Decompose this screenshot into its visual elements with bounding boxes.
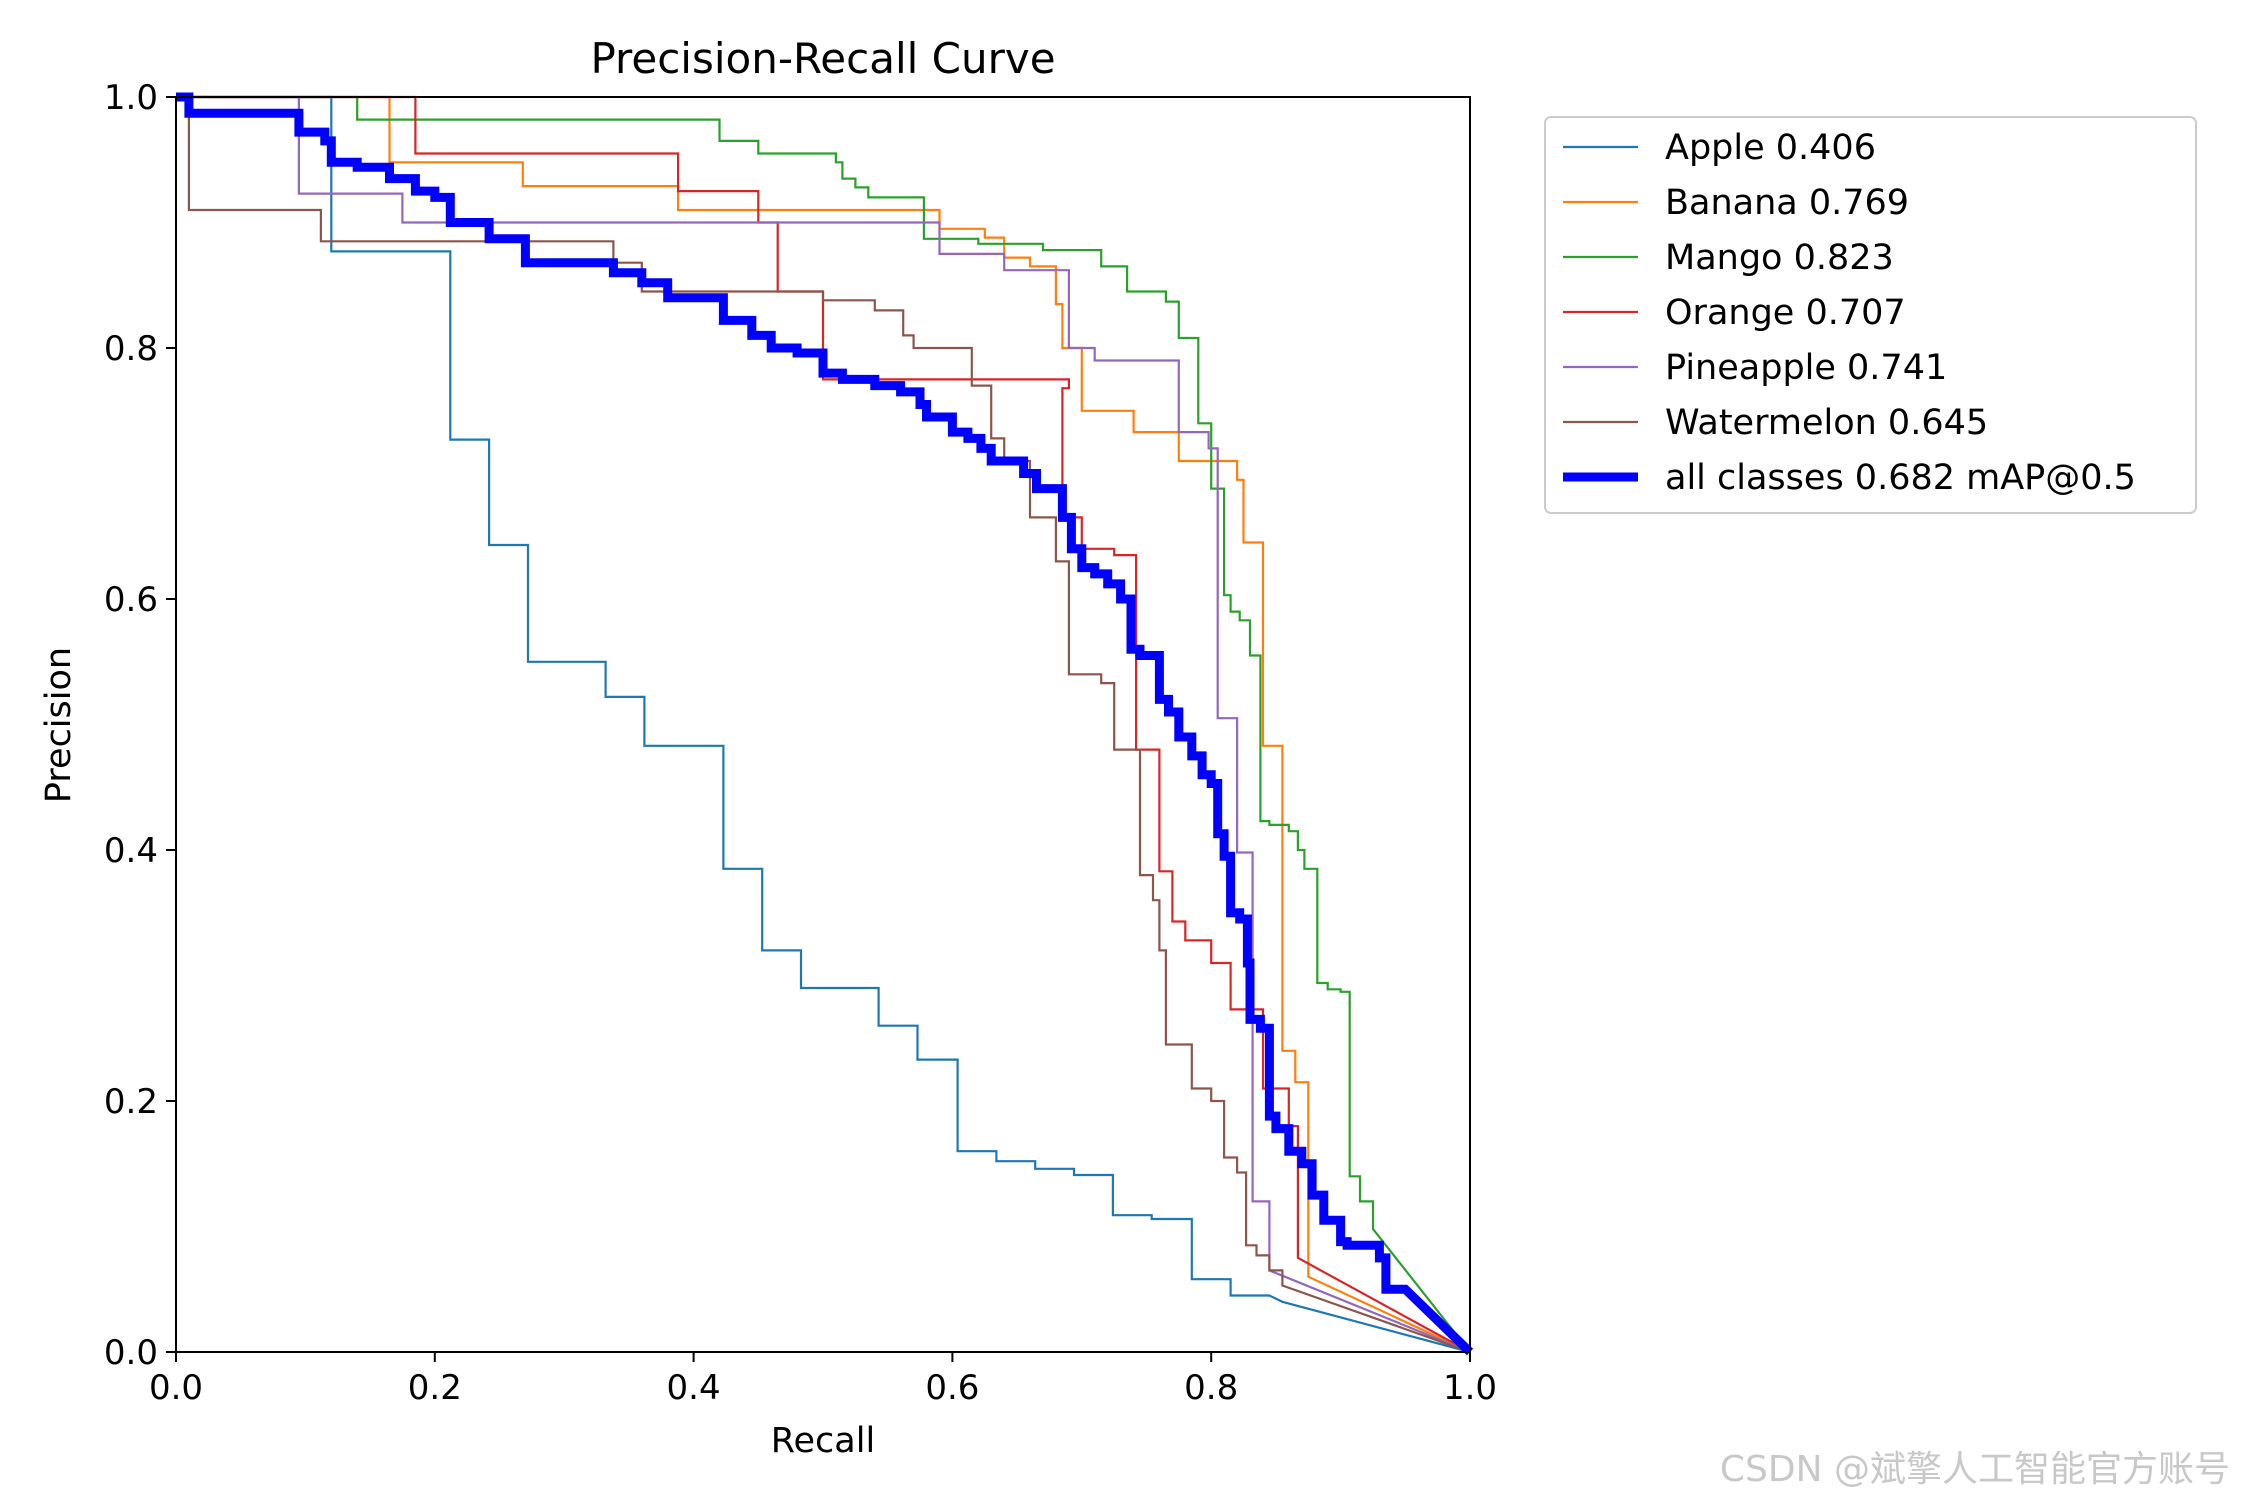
series-line-pineapple (176, 95, 1471, 1354)
y-tick-label: 1.0 (104, 78, 158, 118)
x-tick-label: 0.2 (408, 1368, 462, 1408)
series-line-apple (176, 95, 1471, 1354)
series-line-orange (176, 95, 1471, 1353)
legend-label-orange: Orange 0.707 (1665, 293, 1906, 333)
x-tick-label: 0.0 (149, 1368, 203, 1408)
series-line-banana (176, 95, 1471, 1353)
y-tick-label: 0.2 (104, 1082, 158, 1122)
y-axis-label: Precision (39, 647, 79, 803)
y-tick-label: 0.8 (104, 329, 158, 369)
plot-frame (175, 96, 1471, 1353)
watermark: CSDN @斌擎人工智能官方账号 (1719, 1449, 2230, 1490)
x-tick-label: 0.8 (1184, 1368, 1238, 1408)
y-tick-label: 0.0 (104, 1333, 158, 1373)
legend: Apple 0.406 Banana 0.769 Mango 0.823 Orange… (1544, 116, 2197, 514)
x-tick-label: 0.6 (925, 1368, 979, 1408)
x-axis-label: Recall (771, 1421, 875, 1461)
x-tick-label: 1.0 (1443, 1368, 1497, 1408)
legend-label-banana: Banana 0.769 (1665, 183, 1909, 223)
chart-title: Precision-Recall Curve (590, 34, 1055, 83)
series-line-all (176, 92, 1474, 1356)
legend-label-watermelon: Watermelon 0.645 (1665, 403, 1988, 443)
curves-layer (176, 92, 1474, 1356)
x-tick-label: 0.4 (667, 1368, 721, 1408)
legend-label-mango: Mango 0.823 (1665, 238, 1894, 278)
legend-label-all: all classes 0.682 mAP@0.5 (1665, 458, 2136, 498)
legend-label-apple: Apple 0.406 (1665, 128, 1876, 168)
series-line-watermelon (176, 95, 1471, 1354)
y-tick-label: 0.6 (104, 580, 158, 620)
y-axis: 0.0 0.2 0.4 0.6 0.8 1.0 (104, 78, 176, 1373)
series-line-mango (176, 95, 1471, 1353)
y-tick-label: 0.4 (104, 831, 158, 871)
legend-label-pineapple: Pineapple 0.741 (1665, 348, 1947, 388)
x-axis: 0.0 0.2 0.4 0.6 0.8 1.0 (149, 1352, 1497, 1408)
legend-box (1544, 116, 2197, 514)
